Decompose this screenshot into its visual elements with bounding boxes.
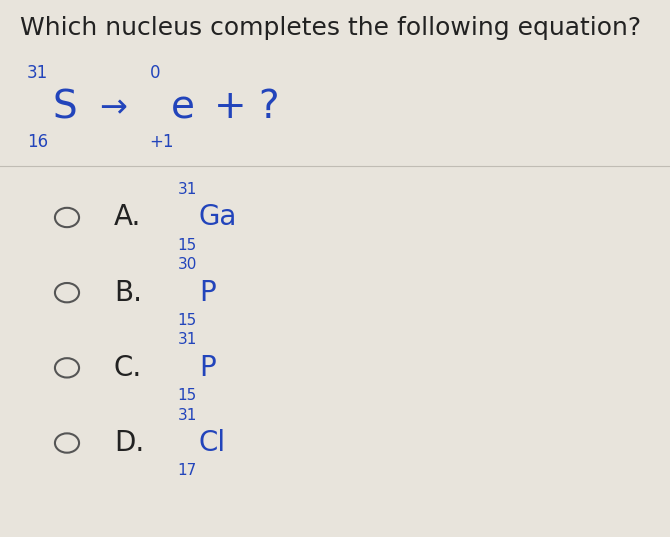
Text: Ga: Ga [199, 204, 237, 231]
Text: e: e [171, 89, 195, 126]
Text: Cl: Cl [199, 429, 226, 457]
Text: D.: D. [114, 429, 144, 457]
Text: P: P [199, 279, 216, 307]
Text: B.: B. [114, 279, 142, 307]
Text: + ?: + ? [214, 89, 280, 126]
Text: 0: 0 [149, 63, 160, 82]
Text: →: → [99, 91, 127, 124]
Text: 17: 17 [178, 463, 197, 478]
Text: 15: 15 [178, 313, 197, 328]
Text: S: S [52, 89, 77, 126]
Text: 31: 31 [178, 332, 197, 347]
Text: C.: C. [114, 354, 142, 382]
Text: P: P [199, 354, 216, 382]
Text: 15: 15 [178, 238, 197, 253]
Text: +1: +1 [149, 133, 174, 151]
Text: 30: 30 [178, 257, 197, 272]
Text: 16: 16 [27, 133, 48, 151]
Text: Which nucleus completes the following equation?: Which nucleus completes the following eq… [20, 16, 641, 40]
Text: 31: 31 [178, 182, 197, 197]
Text: 31: 31 [178, 408, 197, 423]
Text: 31: 31 [27, 63, 48, 82]
Text: 15: 15 [178, 388, 197, 403]
Text: A.: A. [114, 204, 141, 231]
